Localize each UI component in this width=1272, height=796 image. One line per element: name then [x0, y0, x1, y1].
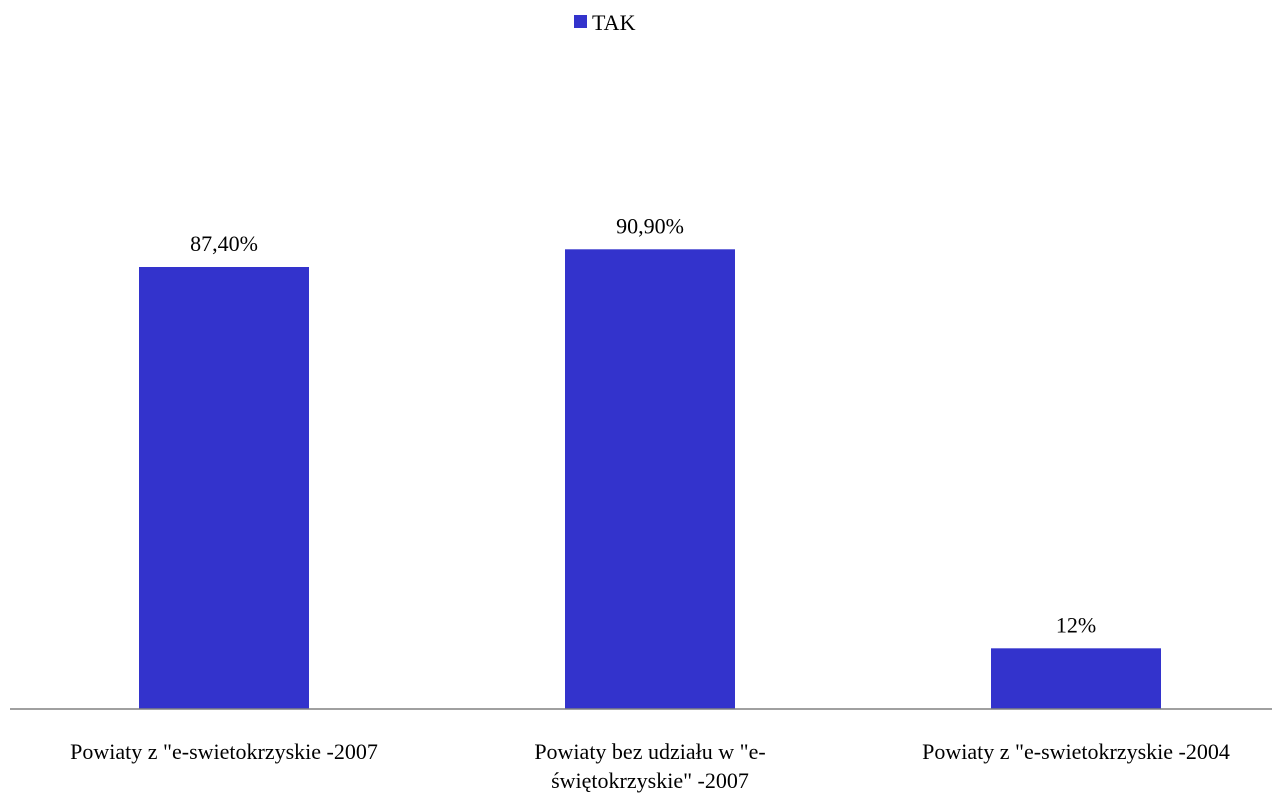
legend-label-tak: TAK	[592, 10, 636, 35]
bar-3	[991, 648, 1161, 709]
data-labels: 87,40% 90,90% 12%	[190, 213, 1096, 637]
bar-1	[139, 267, 309, 709]
category-label-2: Powiaty bez udziału w "e-świętokrzyskie"…	[534, 739, 766, 793]
legend-swatch-tak	[574, 15, 587, 28]
data-label-3: 12%	[1056, 612, 1096, 637]
category-label-1: Powiaty z "e-swietokrzyskie -2007	[70, 739, 378, 764]
category-label-3: Powiaty z "e-swietokrzyskie -2004	[922, 739, 1230, 764]
bars	[139, 249, 1161, 709]
legend: TAK	[574, 10, 636, 35]
data-label-2: 90,90%	[616, 213, 684, 238]
bar-2	[565, 249, 735, 709]
data-label-1: 87,40%	[190, 231, 258, 256]
